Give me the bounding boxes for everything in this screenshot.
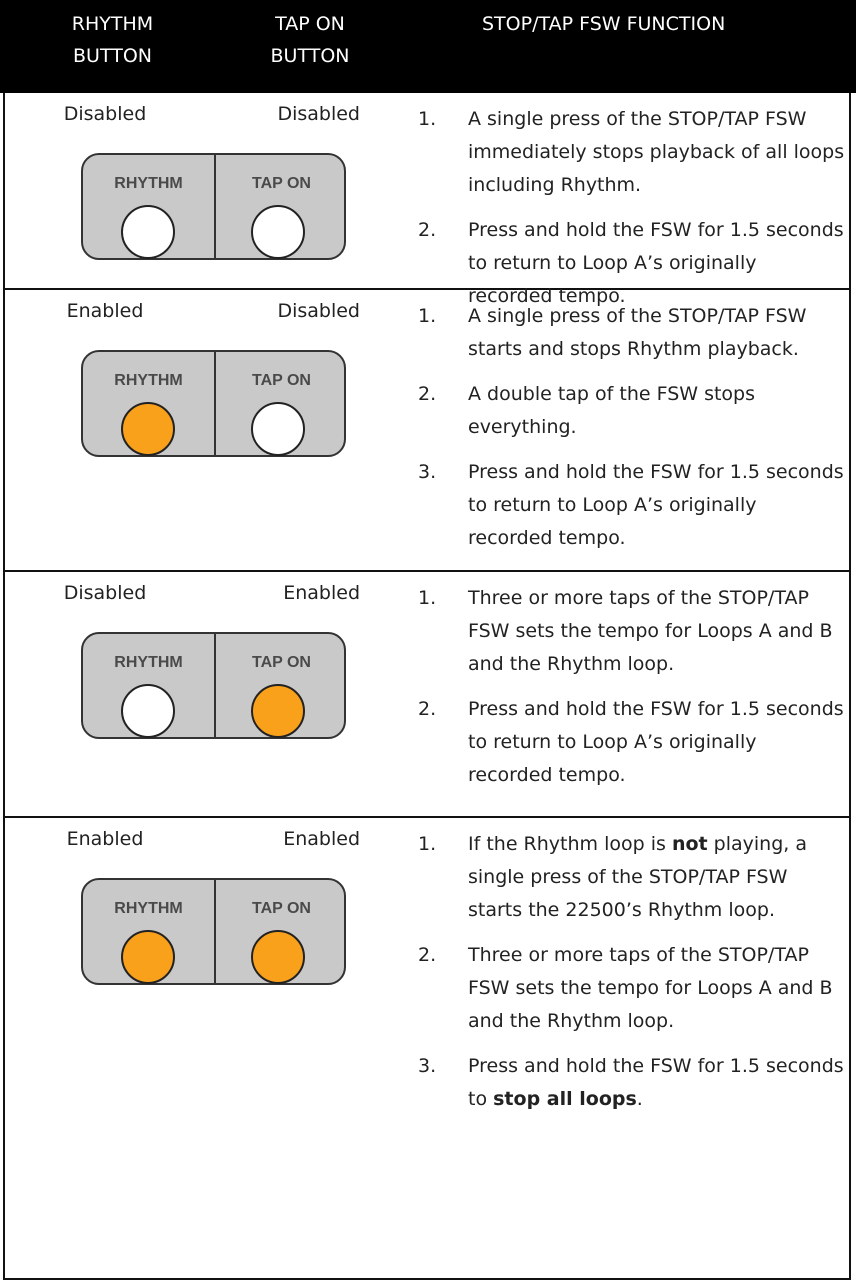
item-number: 2. (418, 219, 437, 241)
column-heading: TAP ON BUTTON (270, 13, 350, 67)
table-row: Enabled Enabled RHYTHM TAP ON 1. If the Rhyth… (3, 818, 851, 1280)
item-number: 1. (418, 833, 437, 855)
panel-label: RHYTHM (114, 900, 183, 917)
item-text-bold: not (671, 833, 708, 855)
item-text: Press and hold the FSW for 1.5 seconds t… (468, 219, 844, 307)
led-indicator (121, 402, 175, 456)
item-text-bold: stop all loops (493, 1088, 637, 1110)
table-row: Disabled Enabled RHYTHM TAP ON 1. Three or mo… (3, 572, 851, 818)
list-item: 2. Three or more taps of the STOP/TAP FSW… (410, 939, 845, 1038)
led-indicator (251, 402, 305, 456)
list-item: 1. If the Rhythm loop is not playing, a s… (410, 828, 845, 927)
item-number: 1. (418, 108, 437, 130)
panel-label: TAP ON (252, 372, 311, 389)
list-item: 2. Press and hold the FSW for 1.5 seconds… (410, 214, 845, 313)
rhythm-status: Disabled (63, 103, 147, 125)
item-number: 2. (418, 383, 437, 405)
function-list: 1. A single press of the STOP/TAP FSW sta… (410, 300, 845, 567)
panel-divider (214, 352, 216, 455)
function-list: 1. If the Rhythm loop is not playing, a s… (410, 828, 845, 1128)
item-text: A single press of the STOP/TAP FSW immed… (468, 108, 845, 196)
panel-label: TAP ON (252, 175, 311, 192)
panel-label: RHYTHM (114, 654, 183, 671)
rhythm-status: Enabled (66, 828, 144, 850)
led-indicator (121, 930, 175, 984)
panel-divider (214, 155, 216, 258)
panel-label: TAP ON (252, 654, 311, 671)
list-item: 3. Press and hold the FSW for 1.5 seconds… (410, 1050, 845, 1116)
rhythm-status: Enabled (66, 300, 144, 322)
item-number: 1. (418, 587, 437, 609)
button-panel: RHYTHM TAP ON (81, 878, 346, 985)
item-number: 3. (418, 1055, 437, 1077)
led-indicator (251, 930, 305, 984)
item-text: . (636, 1088, 643, 1110)
item-number: 3. (418, 461, 437, 483)
list-item: 3. Press and hold the FSW for 1.5 seconds… (410, 456, 845, 555)
table-row: Disabled Disabled RHYTHM TAP ON 1. A single p… (3, 93, 851, 307)
list-item: 1. Three or more taps of the STOP/TAP FSW… (410, 582, 845, 681)
led-indicator (251, 684, 305, 738)
table-row: Enabled Disabled RHYTHM TAP ON 1. A single pr… (3, 290, 851, 572)
item-text: Three or more taps of the STOP/TAP FSW s… (468, 944, 833, 1032)
rhythm-status: Disabled (63, 582, 147, 604)
button-panel: RHYTHM TAP ON (81, 350, 346, 457)
item-text: A single press of the STOP/TAP FSW start… (468, 305, 807, 360)
button-panel: RHYTHM TAP ON (81, 632, 346, 739)
panel-divider (214, 880, 216, 983)
list-item: 1. A single press of the STOP/TAP FSW sta… (410, 300, 845, 366)
item-text: Press and hold the FSW for 1.5 seconds t… (468, 461, 844, 549)
tap-status: Enabled (283, 828, 360, 850)
button-panel: RHYTHM TAP ON (81, 153, 346, 260)
item-text: playing, a single press of the STOP/TAP … (468, 833, 807, 921)
item-text: Press and hold the FSW for 1.5 seconds t… (468, 1055, 844, 1110)
item-text: If the Rhythm loop is (468, 833, 672, 855)
panel-divider (214, 634, 216, 737)
function-list: 1. A single press of the STOP/TAP FSW imm… (410, 103, 845, 325)
function-list: 1. Three or more taps of the STOP/TAP FSW… (410, 582, 845, 804)
item-text: A double tap of the FSW stops everything… (468, 383, 756, 438)
panel-label: RHYTHM (114, 175, 183, 192)
list-item: 1. A single press of the STOP/TAP FSW imm… (410, 103, 845, 202)
panel-label: TAP ON (252, 900, 311, 917)
tap-status: Disabled (277, 300, 360, 322)
item-text: Press and hold the FSW for 1.5 seconds t… (468, 698, 844, 786)
item-number: 1. (418, 305, 437, 327)
column-heading: STOP/TAP FSW FUNCTION (482, 13, 726, 35)
item-number: 2. (418, 944, 437, 966)
list-item: 2. Press and hold the FSW for 1.5 seconds… (410, 693, 845, 792)
column-heading: RHYTHM BUTTON (71, 13, 154, 67)
tap-status: Enabled (283, 582, 360, 604)
item-text: Three or more taps of the STOP/TAP FSW s… (468, 587, 833, 675)
tap-status: Disabled (277, 103, 360, 125)
led-indicator (121, 684, 175, 738)
panel-label: RHYTHM (114, 372, 183, 389)
item-number: 2. (418, 698, 437, 720)
led-indicator (251, 205, 305, 259)
led-indicator (121, 205, 175, 259)
list-item: 2. A double tap of the FSW stops everythi… (410, 378, 845, 444)
table-header: RHYTHM BUTTON TAP ON BUTTON STOP/TAP FSW… (0, 0, 856, 93)
